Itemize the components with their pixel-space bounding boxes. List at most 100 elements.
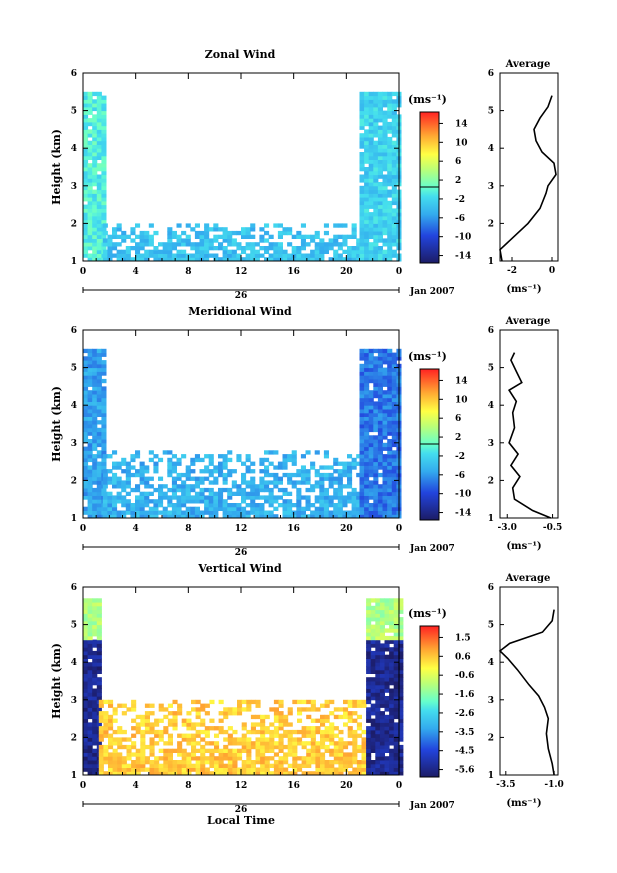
zonal-heatmap-cell	[356, 249, 362, 254]
meridional-heatmap-cell	[364, 446, 370, 451]
vertical-heatmap-cell	[398, 763, 404, 768]
zonal-heatmap-cell	[273, 253, 279, 258]
zonal-heatmap-cell	[112, 253, 118, 258]
vertical-heatmap-cell	[398, 733, 404, 738]
vertical-heatmap-cell	[320, 767, 326, 772]
vertical-heatmap-cell	[329, 752, 335, 757]
meridional-heatmap-cell	[333, 510, 339, 515]
zonal-heatmap-cell	[236, 257, 242, 262]
meridional-heatmap-cell	[351, 487, 357, 493]
meridional-heatmap-cell	[83, 367, 89, 372]
vertical-heatmap-cell	[361, 741, 367, 746]
zonal-heatmap-cell	[102, 253, 108, 258]
vertical-heatmap-cell	[287, 707, 293, 712]
meridional-heatmap-cell	[208, 514, 214, 519]
meridional-heatmap-cell	[87, 439, 93, 444]
meridional-heatmap-cell	[218, 503, 224, 508]
vertical-heatmap-cell	[83, 688, 89, 693]
vertical-heatmap-cell	[92, 688, 98, 693]
meridional-heatmap-cell	[382, 348, 388, 354]
vertical-heatmap-cell	[223, 748, 229, 753]
meridional-heatmap-cell	[391, 424, 397, 429]
vertical-heatmap-cell	[338, 756, 344, 761]
zonal-heatmap-cell	[181, 238, 187, 243]
meridional-heatmap-cell	[273, 499, 279, 504]
meridional-heatmap-cell	[144, 465, 150, 470]
zonal-heatmap-cell	[347, 246, 353, 251]
vertical-heatmap-cell	[352, 729, 358, 735]
vertical-heatmap-cell	[92, 707, 98, 712]
meridional-heatmap-cell	[387, 393, 393, 399]
zonal-heatmap-cell	[107, 238, 113, 243]
meridional-heatmap-cell	[391, 409, 397, 414]
vertical-heatmap-cell	[361, 760, 367, 765]
vertical-heatmap-cell	[393, 696, 399, 701]
vertical-heatmap-cell	[200, 722, 206, 727]
meridional-heatmap-cell	[107, 499, 113, 504]
meridional-heatmap-cell	[337, 495, 343, 500]
vertical-heatmap-cell	[379, 662, 385, 667]
vertical-heatmap-cell	[379, 748, 385, 753]
zonal-heatmap-cell	[364, 118, 370, 123]
vertical-heatmap-cell	[361, 703, 367, 708]
vertical-heatmap-cell	[384, 714, 390, 720]
meridional-heatmap-cell	[264, 480, 270, 485]
zonal-heatmap-cell	[92, 91, 98, 97]
meridional-heatmap-cell	[314, 506, 320, 511]
zonal-heatmap-cell	[194, 246, 200, 251]
zonal-heatmap-cell	[310, 238, 316, 243]
meridional-heatmap-cell	[167, 495, 173, 500]
zonal-heatmap-cell	[282, 253, 288, 258]
meridional-heatmap-cell	[382, 503, 388, 508]
meridional-heatmap-cell	[92, 510, 98, 515]
meridional-heatmap-cell	[387, 514, 393, 519]
vertical-heatmap-cell	[333, 714, 339, 720]
meridional-heatmap-cell	[364, 390, 370, 395]
meridional-heatmap-cell	[83, 480, 89, 485]
vertical-avg-plot: -3.5 -1.0	[496, 609, 564, 790]
meridional-heatmap-cell	[176, 472, 182, 478]
meridional-heatmap-cell	[162, 495, 168, 500]
meridional-heatmap-cell	[373, 363, 379, 369]
zonal-heatmap-cell	[83, 148, 89, 153]
vertical-heatmap-cell	[398, 632, 404, 637]
vertical-heatmap-cell	[87, 692, 93, 697]
zonal-heatmap-cell	[373, 155, 379, 160]
vertical-heatmap-cell	[172, 699, 178, 705]
meridional-heatmap-cell	[359, 495, 365, 500]
meridional-heatmap-cell	[92, 360, 98, 365]
zonal-heatmap-cell	[259, 246, 265, 251]
zonal-heatmap-cell	[373, 99, 379, 104]
meridional-heatmap-cell	[373, 412, 379, 417]
meridional-heatmap-cell	[218, 487, 224, 493]
meridional-heatmap-cell	[222, 465, 228, 470]
zonal-heatmap-cell	[158, 249, 164, 254]
zonal-heatmap-cell	[92, 114, 98, 119]
vertical-heatmap-cell	[250, 699, 256, 705]
vertical-heatmap-cell	[260, 763, 266, 768]
meridional-heatmap-cell	[87, 390, 93, 395]
vertical-heatmap-cell	[310, 737, 316, 742]
zonal-heatmap-cell	[231, 257, 237, 262]
zonal-heatmap-cell	[314, 257, 320, 262]
zonal-heatmap-cell	[92, 178, 98, 183]
vertical-heatmap-cell	[389, 733, 395, 738]
zonal-heatmap-cell	[96, 144, 102, 149]
vertical-heatmap-cell	[269, 756, 275, 761]
vertical-heatmap-cell	[310, 703, 316, 708]
vertical-heatmap-cell	[96, 605, 102, 611]
zonal-heatmap-cell	[254, 242, 260, 247]
vertical-heatmap-cell	[87, 613, 93, 618]
zonal-heatmap-cell	[364, 249, 370, 254]
zonal-heatmap-cell	[144, 257, 150, 262]
vertical-heatmap-cell	[98, 703, 104, 708]
zonal-heatmap-cell	[167, 230, 173, 236]
zonal-heatmap-cell	[328, 238, 334, 243]
zonal-heatmap-cell	[116, 234, 122, 239]
meridional-heatmap-cell	[333, 491, 339, 496]
zonal-heatmap-cell	[158, 257, 164, 262]
vertical-heatmap-cell	[135, 756, 141, 761]
zonal-heatmap-cell	[319, 257, 325, 262]
meridional-heatmap-cell	[176, 499, 182, 504]
vertical-heatmap-cell	[149, 737, 155, 742]
